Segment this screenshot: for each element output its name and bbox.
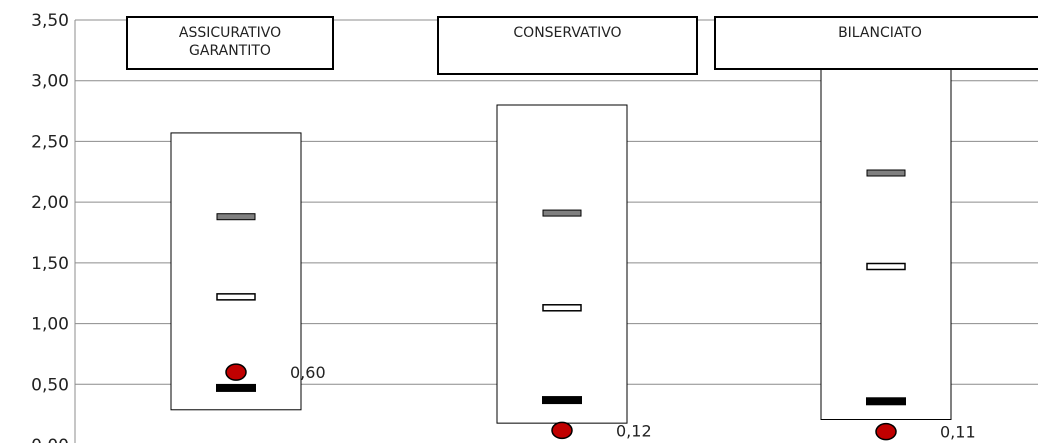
middle-marker	[216, 293, 256, 301]
y-tick-label: 1,50	[31, 254, 69, 274]
data-label: 0,12	[616, 421, 652, 440]
y-tick-label: 1,00	[31, 315, 69, 335]
y-tick-label: 2,50	[31, 132, 69, 152]
middle-marker	[542, 304, 582, 312]
y-tick-label: 0,00	[31, 436, 69, 443]
category-title: CONSERVATIVO	[513, 25, 621, 41]
category-titles: ASSICURATIVO GARANTITO CONSERVATIVO BILANCI…	[126, 16, 1038, 75]
data-label: 0,11	[940, 423, 976, 442]
y-axis-ticks: 0,00 0,50 1,00 1,50 2,00 2,50 3,00 3,50	[31, 11, 69, 443]
y-tick-label: 0,50	[31, 375, 69, 395]
range-box	[496, 104, 628, 424]
category-title: ASSICURATIVO	[179, 25, 281, 41]
lower-marker	[216, 383, 256, 392]
middle-marker	[866, 262, 906, 271]
data-point	[225, 363, 247, 381]
category-title-box	[126, 16, 334, 70]
category-title-box	[437, 16, 698, 75]
lower-marker	[866, 397, 906, 406]
y-tick-label: 3,00	[31, 72, 69, 92]
data-point	[551, 421, 573, 440]
range-box	[820, 19, 952, 420]
y-tick-label: 3,50	[31, 11, 69, 31]
lower-marker	[542, 396, 582, 405]
category-title-box	[714, 16, 1038, 70]
upper-marker	[216, 213, 256, 221]
data-label: 0,60	[290, 363, 326, 382]
points: 0,60 0,12 0,11	[225, 363, 976, 442]
data-point	[875, 422, 897, 441]
markers	[216, 169, 906, 406]
category-title: GARANTITO	[189, 43, 271, 59]
upper-marker	[542, 209, 582, 217]
category-title: BILANCIATO	[838, 25, 922, 41]
upper-marker	[866, 169, 906, 177]
y-tick-label: 2,00	[31, 193, 69, 213]
